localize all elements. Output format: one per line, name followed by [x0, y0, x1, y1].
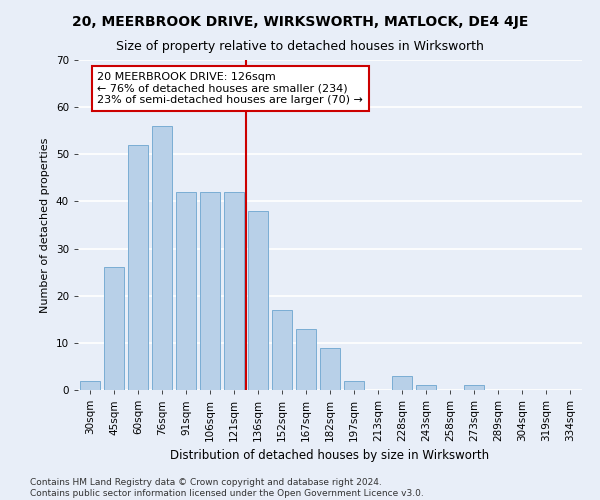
- Bar: [176, 192, 196, 390]
- Bar: [272, 310, 292, 390]
- Bar: [320, 348, 340, 390]
- Text: Contains HM Land Registry data © Crown copyright and database right 2024.
Contai: Contains HM Land Registry data © Crown c…: [30, 478, 424, 498]
- Text: 20 MEERBROOK DRIVE: 126sqm
← 76% of detached houses are smaller (234)
23% of sem: 20 MEERBROOK DRIVE: 126sqm ← 76% of deta…: [97, 72, 363, 105]
- X-axis label: Distribution of detached houses by size in Wirksworth: Distribution of detached houses by size …: [170, 450, 490, 462]
- Bar: [416, 386, 436, 390]
- Bar: [392, 376, 412, 390]
- Text: Size of property relative to detached houses in Wirksworth: Size of property relative to detached ho…: [116, 40, 484, 53]
- Text: 20, MEERBROOK DRIVE, WIRKSWORTH, MATLOCK, DE4 4JE: 20, MEERBROOK DRIVE, WIRKSWORTH, MATLOCK…: [72, 15, 528, 29]
- Bar: [344, 380, 364, 390]
- Bar: [128, 145, 148, 390]
- Bar: [224, 192, 244, 390]
- Bar: [152, 126, 172, 390]
- Bar: [296, 328, 316, 390]
- Bar: [200, 192, 220, 390]
- Bar: [248, 211, 268, 390]
- Bar: [464, 386, 484, 390]
- Bar: [80, 380, 100, 390]
- Bar: [104, 268, 124, 390]
- Y-axis label: Number of detached properties: Number of detached properties: [40, 138, 50, 312]
